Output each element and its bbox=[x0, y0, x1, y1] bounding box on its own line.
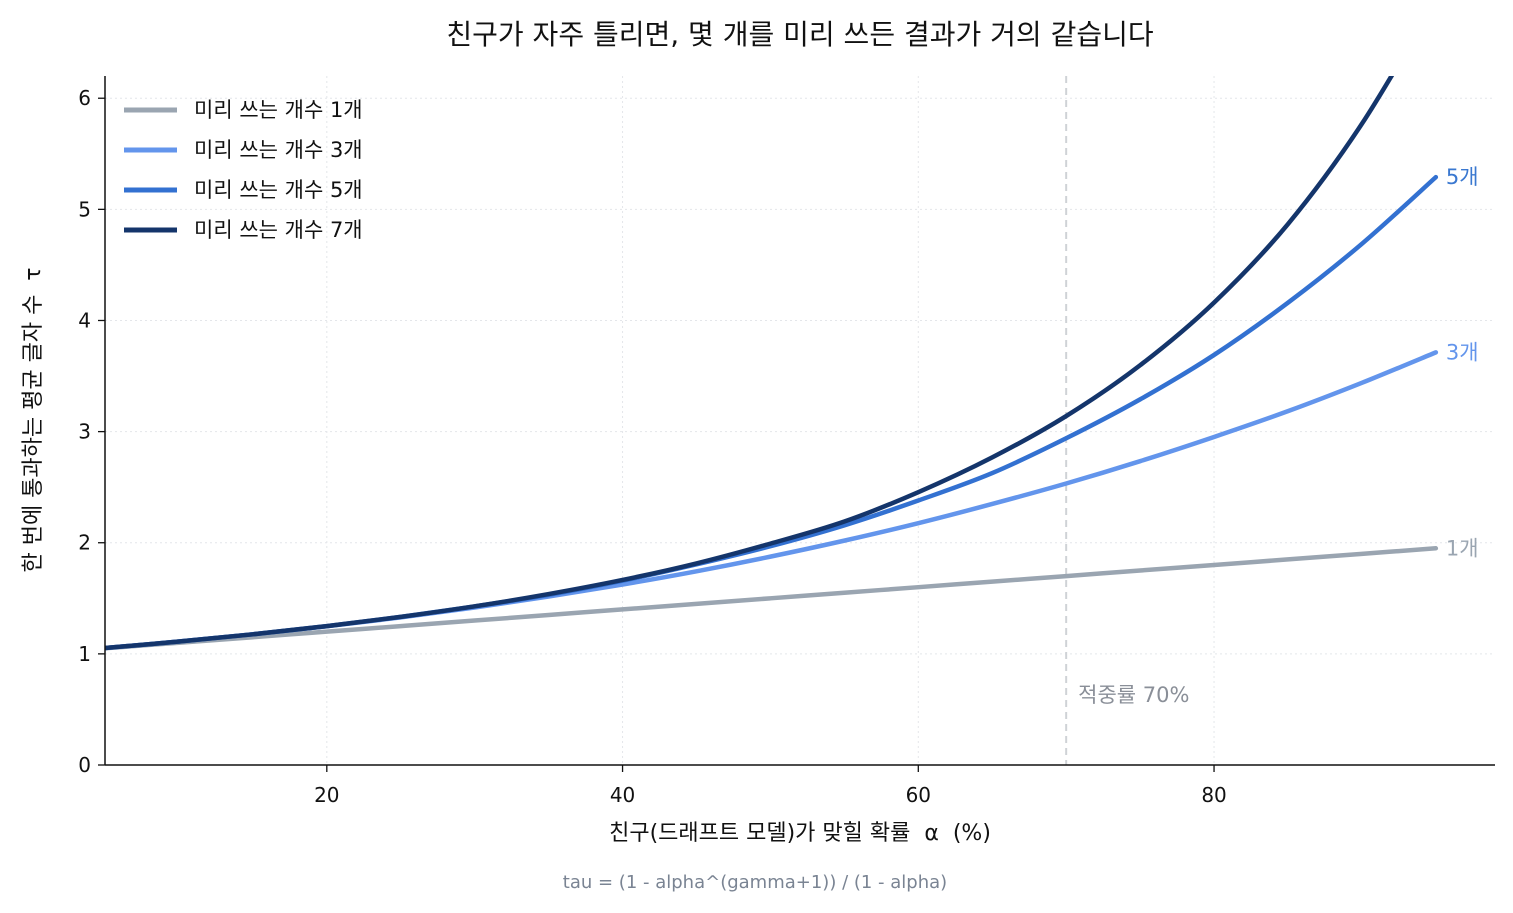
formula-caption: tau = (1 - alpha^(gamma+1)) / (1 - alpha… bbox=[563, 872, 947, 893]
y-tick-label-5: 5 bbox=[78, 197, 91, 221]
gridlines bbox=[105, 76, 1495, 765]
chart-title: 친구가 자주 틀리면, 몇 개를 미리 쓰든 결과가 거의 같습니다 bbox=[446, 18, 1153, 51]
y-tick-label-6: 6 bbox=[78, 86, 91, 110]
y-axis-label: 한 번에 통과하는 평균 글자 수 τ bbox=[21, 267, 46, 572]
x-tick-label-40: 40 bbox=[610, 783, 635, 807]
y-tick-label-2: 2 bbox=[78, 531, 91, 555]
y-tick-label-3: 3 bbox=[78, 420, 91, 444]
y-tick-label-1: 1 bbox=[78, 642, 91, 666]
legend-label-4: 미리 쓰는 개수 7개 bbox=[194, 218, 363, 242]
legend-label-1: 미리 쓰는 개수 1개 bbox=[194, 98, 363, 122]
x-axis-label: 친구(드래프트 모델)가 맞힐 확률 α (%) bbox=[609, 821, 991, 846]
series-end-label-3: 5개 bbox=[1446, 165, 1479, 189]
series-end-label-1: 1개 bbox=[1446, 536, 1479, 560]
y-tick-label-0: 0 bbox=[78, 753, 91, 777]
tick-labels: 0 1 2 3 4 5 6 20 40 60 80 bbox=[78, 86, 1227, 807]
end-labels: 1개 3개 5개 bbox=[1446, 165, 1479, 560]
x-tick-label-80: 80 bbox=[1201, 783, 1226, 807]
y-tick-label-4: 4 bbox=[78, 308, 91, 332]
series-line-1 bbox=[105, 546, 1439, 651]
x-tick-label-60: 60 bbox=[906, 783, 931, 807]
axes bbox=[98, 76, 1495, 772]
series-line-3 bbox=[105, 174, 1439, 651]
series-layer bbox=[105, 76, 1439, 651]
legend-label-3: 미리 쓰는 개수 5개 bbox=[194, 178, 363, 202]
series-line-2 bbox=[105, 350, 1439, 651]
x-tick-label-20: 20 bbox=[314, 783, 339, 807]
series-line-4 bbox=[105, 76, 1395, 651]
legend-label-2: 미리 쓰는 개수 3개 bbox=[194, 138, 363, 162]
reference-line-label: 적중률 70% bbox=[1078, 683, 1189, 707]
series-end-label-2: 3개 bbox=[1446, 340, 1479, 364]
reference-line-group: 적중률 70% bbox=[1065, 76, 1189, 765]
